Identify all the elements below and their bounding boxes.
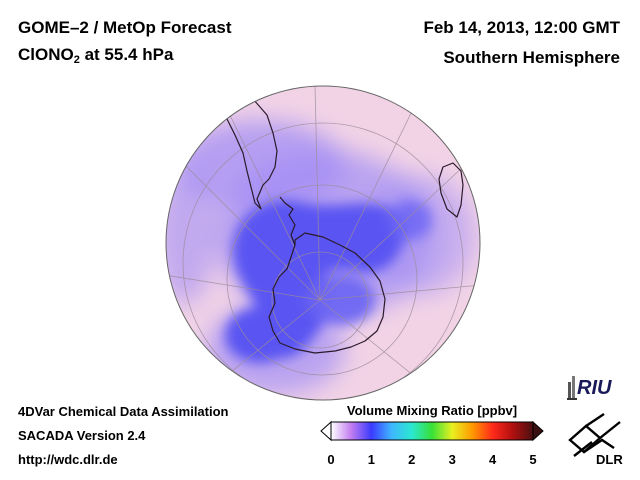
forecast-date: Feb 14, 2013, 12:00 GMT	[423, 18, 620, 37]
south-america-coast	[216, 92, 278, 210]
footer-version: SACADA Version 2.4	[18, 428, 146, 443]
colorbar-title: Volume Mixing Ratio [ppbv]	[346, 403, 518, 418]
graticule	[166, 86, 480, 400]
colorbar-tick: 4	[488, 452, 497, 467]
globe-map	[165, 85, 481, 401]
colorbar-under-arrow	[320, 420, 332, 442]
hemisphere-label: Southern Hemisphere	[443, 48, 620, 67]
colorbar-tick: 1	[367, 452, 375, 467]
colorbar-tick: 0	[327, 452, 335, 467]
colorbar-tick: 5	[529, 452, 537, 467]
species-subscript: 2	[73, 54, 80, 66]
riu-logo-text: RIU	[577, 377, 612, 399]
dlr-logo: DLR	[568, 413, 623, 466]
colorbar-gradient	[330, 421, 534, 441]
globe-outline	[165, 85, 481, 401]
colorbar-over-arrow	[532, 420, 544, 442]
riu-logo: RIU	[567, 376, 612, 400]
colorbar	[320, 420, 544, 442]
colorbar-tick: 2	[408, 452, 416, 467]
pressure-level: at 55.4 hPa	[79, 45, 174, 64]
australia-coast	[459, 320, 480, 344]
dlr-logo-text: DLR	[596, 452, 623, 466]
map-title: GOME–2 / MetOp Forecast	[18, 18, 232, 37]
map-subtitle: ClONO2 at 55.4 hPa	[18, 45, 173, 66]
species-name: ClONO	[18, 45, 74, 64]
africa-coast	[438, 162, 464, 218]
footer-url-link[interactable]: http://wdc.dlr.de	[18, 452, 118, 467]
antarctica-coast	[268, 232, 386, 354]
antarctic-peninsula-coast	[279, 196, 296, 246]
colorbar-tick: 3	[448, 452, 456, 467]
footer-assimilation: 4DVar Chemical Data Assimilation	[18, 404, 229, 419]
